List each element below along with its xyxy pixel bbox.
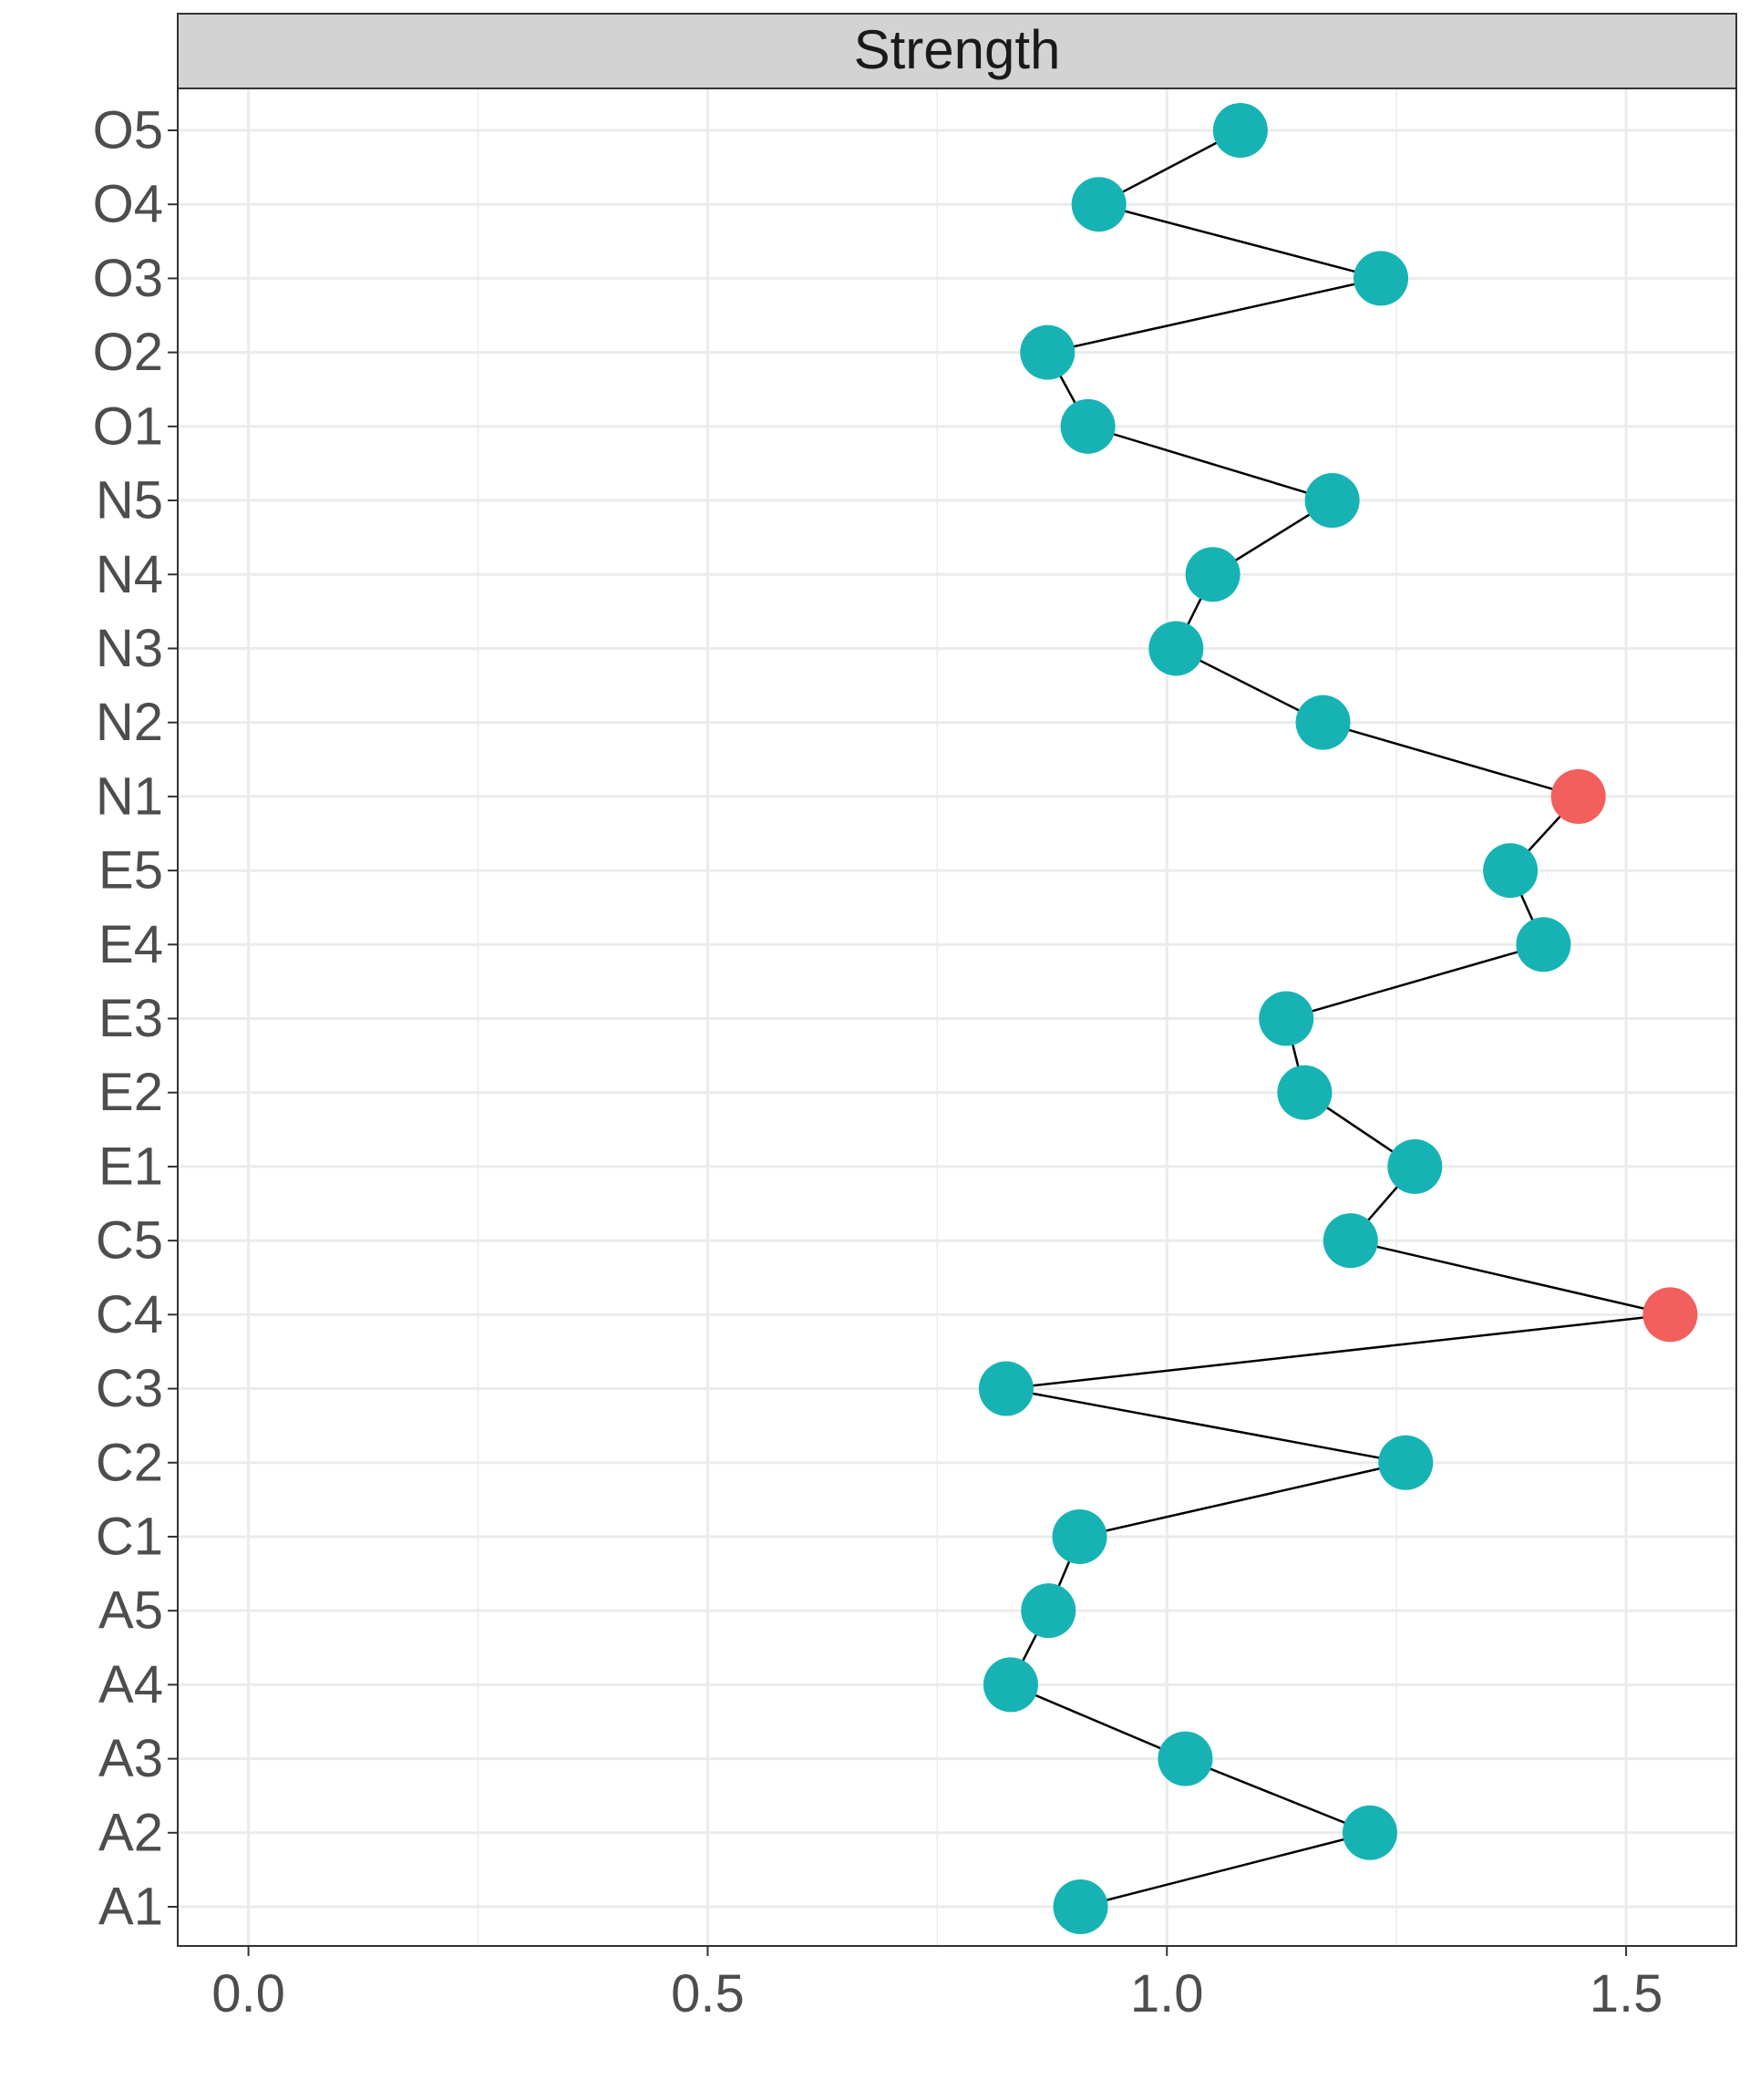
data-point-c4: [1642, 1287, 1698, 1343]
x-tick-label: 1.0: [1130, 1964, 1204, 2023]
data-point-a5: [1021, 1583, 1076, 1639]
data-point-n3: [1148, 621, 1204, 676]
data-point-o1: [1060, 398, 1116, 454]
y-tick-label: C5: [96, 1211, 163, 1271]
y-tick-label: E3: [98, 989, 163, 1048]
y-tick-label: A3: [98, 1729, 163, 1788]
y-tick-label: A2: [98, 1803, 163, 1862]
y-tick-label: A1: [98, 1878, 163, 1937]
y-tick-label: E4: [98, 915, 163, 974]
y-tick-label: C1: [96, 1507, 163, 1566]
y-tick-label: E2: [98, 1063, 163, 1122]
y-tick-label: O4: [93, 175, 163, 234]
data-point-e4: [1516, 917, 1571, 973]
y-tick-label: N1: [96, 767, 163, 826]
panel-border: [177, 88, 1737, 1947]
data-point-a3: [1158, 1731, 1213, 1786]
data-point-n4: [1185, 547, 1240, 602]
data-point-c5: [1323, 1213, 1378, 1269]
data-point-a2: [1342, 1805, 1397, 1860]
data-point-n1: [1550, 768, 1606, 824]
y-tick-label: A4: [98, 1655, 163, 1714]
data-point-a1: [1053, 1879, 1108, 1934]
strip-background: [177, 13, 1737, 89]
y-tick-label: E1: [98, 1137, 163, 1196]
y-tick-label: N2: [96, 693, 163, 752]
x-tick-label: 1.5: [1590, 1964, 1663, 2023]
y-tick-label: N5: [96, 471, 163, 530]
data-point-e2: [1277, 1065, 1333, 1120]
y-tick-label: O3: [93, 249, 163, 308]
x-tick-label: 0.5: [671, 1964, 745, 2023]
y-tick-label: O2: [93, 323, 163, 382]
data-point-e5: [1483, 843, 1539, 899]
y-tick-label: C4: [96, 1285, 163, 1344]
data-point-c3: [978, 1361, 1034, 1416]
data-point-n5: [1304, 473, 1360, 529]
data-point-o4: [1071, 177, 1127, 232]
data-points: [978, 103, 1698, 1934]
x-tick-label: 0.0: [211, 1964, 285, 2023]
data-point-e3: [1259, 991, 1314, 1046]
y-tick-label: O5: [93, 101, 163, 160]
x-axis-ticks: 0.0 0.5 1.0 1.5: [211, 1946, 1662, 2023]
y-tick-label: N4: [96, 545, 163, 604]
y-tick-label: C3: [96, 1359, 163, 1418]
data-point-e1: [1387, 1138, 1443, 1194]
data-point-c1: [1052, 1508, 1107, 1564]
y-tick-label: C2: [96, 1433, 163, 1492]
data-point-n2: [1295, 695, 1351, 750]
y-tick-label: N3: [96, 619, 163, 678]
data-point-o5: [1212, 103, 1268, 158]
facet-strip-label: Strength: [854, 19, 1061, 80]
data-point-a4: [983, 1657, 1038, 1713]
gridlines: [178, 88, 1736, 1946]
data-point-c2: [1378, 1435, 1434, 1490]
y-tick-label: E5: [98, 841, 163, 901]
data-point-o2: [1020, 324, 1076, 380]
y-tick-label: A5: [98, 1581, 163, 1641]
data-point-o3: [1354, 251, 1409, 306]
y-tick-label: O1: [93, 396, 163, 456]
y-axis-ticks: A1 A2 A3 A4 A5 C1 C2 C3 C4 C5 E1 E2 E3 E4 E5 N1 N2 N3 N4 N5…: [93, 101, 178, 1937]
